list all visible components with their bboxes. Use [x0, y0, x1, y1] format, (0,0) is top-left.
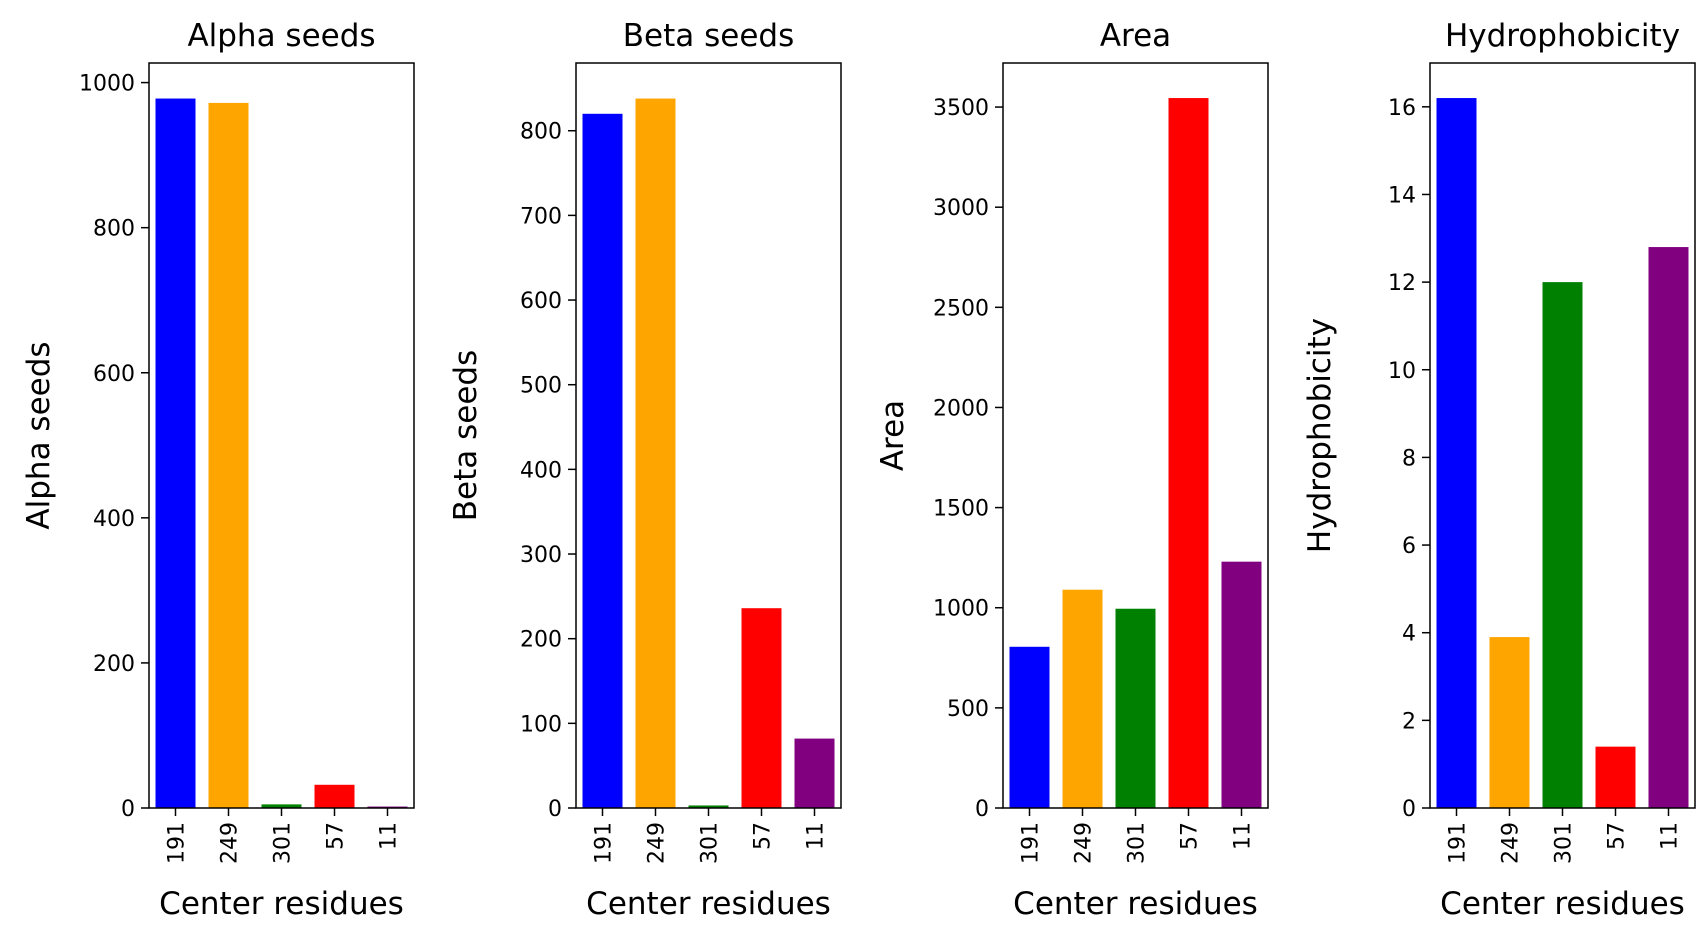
chart-title: Alpha seeds [187, 18, 375, 54]
x-tick-label: 301 [271, 822, 296, 864]
x-tick-label: 301 [1125, 822, 1150, 864]
x-tick-label: 301 [1552, 822, 1577, 864]
plot-frame [575, 62, 842, 809]
y-tick-label: 14 [1388, 183, 1416, 208]
bar [688, 805, 729, 808]
bar [741, 608, 782, 808]
x-axis-label: Center residues [159, 886, 404, 922]
y-tick-label: 800 [520, 120, 562, 145]
plot-frame [1429, 62, 1696, 809]
bar [635, 98, 676, 808]
y-tick-label: 200 [520, 628, 562, 653]
y-tick-label: 0 [121, 797, 135, 822]
x-tick-label: 191 [1019, 822, 1044, 864]
bar [155, 98, 196, 808]
y-tick-label: 500 [520, 374, 562, 399]
x-tick-label: 57 [1178, 822, 1203, 850]
y-tick-label: 300 [520, 543, 562, 568]
chart-title: Hydrophobicity [1445, 18, 1680, 54]
y-tick-label: 3000 [933, 196, 989, 221]
x-axis-label: Center residues [1013, 886, 1258, 922]
y-tick-label: 700 [520, 204, 562, 229]
chart-title: Beta seeds [623, 18, 794, 54]
y-tick-label: 500 [947, 697, 989, 722]
y-tick-label: 2500 [933, 296, 989, 321]
bar [1009, 646, 1050, 808]
x-tick-label: 249 [1072, 822, 1097, 864]
y-tick-label: 16 [1388, 96, 1416, 121]
bar [314, 784, 355, 808]
y-tick-label: 6 [1402, 534, 1416, 559]
y-tick-label: 10 [1388, 359, 1416, 384]
y-axis-label: Alpha seeds [21, 341, 57, 529]
x-axis-label: Center residues [1440, 886, 1685, 922]
y-tick-label: 0 [975, 797, 989, 822]
y-tick-label: 4 [1402, 622, 1416, 647]
bar [1115, 608, 1156, 808]
chart-title: Area [1100, 18, 1171, 54]
y-axis-label: Beta seeds [448, 350, 484, 521]
x-tick-label: 249 [645, 822, 670, 864]
x-tick-label: 57 [751, 822, 776, 850]
x-tick-label: 11 [804, 822, 829, 850]
y-tick-label: 1000 [933, 597, 989, 622]
y-tick-label: 2000 [933, 396, 989, 421]
y-tick-label: 400 [93, 507, 135, 532]
y-tick-label: 200 [93, 652, 135, 677]
x-tick-label: 191 [592, 822, 617, 864]
bar [1542, 282, 1583, 808]
bar [794, 738, 835, 808]
bar [1436, 98, 1477, 808]
y-tick-label: 800 [93, 217, 135, 242]
x-tick-label: 249 [1499, 822, 1524, 864]
x-tick-label: 301 [698, 822, 723, 864]
x-tick-label: 57 [1605, 822, 1630, 850]
y-tick-label: 12 [1388, 271, 1416, 296]
bar [1221, 561, 1262, 808]
x-tick-label: 191 [1446, 822, 1471, 864]
y-tick-label: 0 [1402, 797, 1416, 822]
y-tick-label: 1000 [79, 72, 135, 97]
plot-frame [1002, 62, 1269, 809]
plot-frame [148, 62, 415, 809]
y-tick-label: 3500 [933, 96, 989, 121]
bar [1489, 637, 1530, 808]
x-tick-label: 11 [1231, 822, 1256, 850]
x-axis-label: Center residues [586, 886, 831, 922]
bar [1648, 247, 1689, 808]
y-tick-label: 100 [520, 712, 562, 737]
bar [1595, 746, 1636, 808]
bar [261, 804, 302, 808]
y-axis-label: Hydrophobicity [1302, 318, 1338, 553]
bar [1062, 589, 1103, 808]
y-axis-label: Area [875, 400, 911, 471]
x-tick-label: 191 [165, 822, 190, 864]
x-tick-label: 249 [218, 822, 243, 864]
bar [582, 113, 623, 808]
y-tick-label: 600 [520, 289, 562, 314]
bar [1168, 98, 1209, 808]
y-tick-label: 2 [1402, 709, 1416, 734]
y-tick-label: 8 [1402, 446, 1416, 471]
y-tick-label: 600 [93, 362, 135, 387]
bar [208, 102, 249, 808]
x-tick-label: 11 [1658, 822, 1683, 850]
x-tick-label: 11 [377, 822, 402, 850]
y-tick-label: 1500 [933, 497, 989, 522]
y-tick-label: 400 [520, 458, 562, 483]
x-tick-label: 57 [324, 822, 349, 850]
y-tick-label: 0 [548, 797, 562, 822]
